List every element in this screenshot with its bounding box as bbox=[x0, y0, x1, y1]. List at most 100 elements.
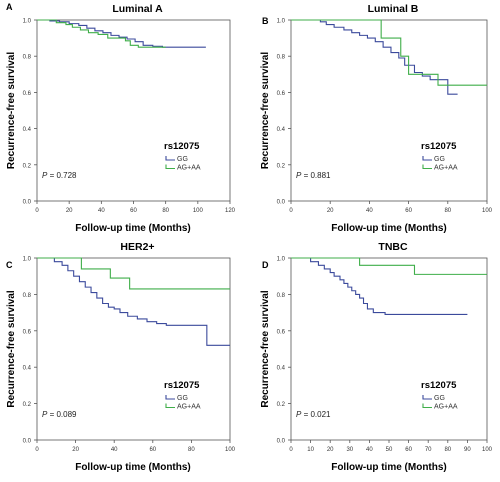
plot-frame bbox=[36, 257, 231, 441]
y-tick-label: 0.2 bbox=[277, 163, 286, 169]
x-tick-label: 80 bbox=[444, 447, 451, 453]
legend-label: AG+AA bbox=[177, 165, 201, 172]
panel-label: C bbox=[6, 260, 13, 270]
x-tick-label: 60 bbox=[405, 208, 412, 214]
x-tick-label: 80 bbox=[444, 208, 451, 214]
x-tick-label: 100 bbox=[225, 447, 236, 453]
y-tick-label: 0.8 bbox=[23, 293, 32, 299]
chart-title: TNBC bbox=[378, 241, 408, 253]
x-tick-label: 20 bbox=[327, 447, 334, 453]
panel-label: B bbox=[262, 16, 269, 26]
legend-swatch bbox=[422, 164, 432, 170]
panel-label: A bbox=[6, 2, 13, 12]
y-tick-label: 0.8 bbox=[23, 55, 32, 61]
y-tick-label: 0.4 bbox=[277, 127, 286, 133]
y-tick-label: 0.8 bbox=[277, 293, 286, 299]
p-value: = 0.881 bbox=[301, 171, 331, 180]
x-tick-label: 10 bbox=[307, 447, 314, 453]
p-value-annotation: P = 0.021 bbox=[296, 410, 331, 419]
legend-title: rs12075 bbox=[164, 141, 200, 152]
x-tick-label: 120 bbox=[225, 208, 236, 214]
y-tick-label: 0.2 bbox=[23, 402, 32, 408]
y-tick-label: 0.6 bbox=[277, 329, 286, 335]
x-tick-label: 60 bbox=[405, 447, 412, 453]
y-tick-label: 0.0 bbox=[277, 200, 286, 206]
legend-label: GG bbox=[177, 395, 188, 402]
y-axis-label: Recurrence-free survival bbox=[6, 52, 17, 170]
y-axis-label: Recurrence-free survival bbox=[6, 290, 17, 408]
p-symbol: P bbox=[296, 410, 302, 419]
x-tick-label: 80 bbox=[188, 447, 195, 453]
x-axis-label: Follow-up time (Months) bbox=[75, 223, 191, 234]
x-tick-label: 50 bbox=[386, 447, 393, 453]
y-tick-label: 0.2 bbox=[277, 402, 286, 408]
p-value: = 0.021 bbox=[301, 410, 331, 419]
y-tick-label: 0.0 bbox=[23, 439, 32, 445]
y-tick-label: 1.0 bbox=[277, 19, 286, 25]
legend-label: AG+AA bbox=[434, 165, 458, 172]
x-tick-label: 100 bbox=[482, 208, 493, 214]
x-tick-label: 0 bbox=[35, 208, 39, 214]
x-tick-label: 0 bbox=[289, 447, 293, 453]
chart-panel-b: B Luminal B 0.0 0.2 0.4 0.6 0.8 1.0 0 20 40 60 80 100… bbox=[260, 3, 493, 234]
y-tick-label: 1.0 bbox=[23, 19, 32, 25]
x-tick-label: 30 bbox=[346, 447, 353, 453]
legend-swatch bbox=[165, 395, 175, 400]
legend-label: GG bbox=[434, 156, 445, 163]
p-symbol: P bbox=[42, 410, 48, 419]
x-tick-label: 40 bbox=[366, 208, 373, 214]
legend-label: GG bbox=[434, 395, 445, 402]
legend-title: rs12075 bbox=[421, 141, 457, 152]
x-tick-label: 60 bbox=[149, 447, 156, 453]
y-tick-label: 0.8 bbox=[277, 55, 286, 61]
legend-title: rs12075 bbox=[421, 380, 457, 391]
x-tick-label: 90 bbox=[464, 447, 471, 453]
x-axis-label: Follow-up time (Months) bbox=[331, 462, 447, 473]
x-tick-label: 40 bbox=[98, 208, 105, 214]
y-tick-label: 0.4 bbox=[277, 366, 286, 372]
chart-panel-a: A Luminal A 0.0 0.2 0.4 0.6 0.8 1.0 0 20 40 60 80 100… bbox=[6, 2, 236, 234]
legend-swatch bbox=[165, 164, 175, 170]
x-axis-label: Follow-up time (Months) bbox=[75, 462, 191, 473]
survival-curve-gg bbox=[291, 257, 468, 315]
x-tick-label: 80 bbox=[162, 208, 169, 214]
y-tick-label: 0.6 bbox=[277, 91, 286, 97]
x-tick-label: 0 bbox=[35, 447, 39, 453]
legend-label: AG+AA bbox=[177, 404, 201, 411]
survival-curve-gg bbox=[37, 257, 230, 346]
y-tick-label: 0.6 bbox=[23, 329, 32, 335]
legend-title: rs12075 bbox=[164, 380, 200, 391]
y-tick-label: 0.0 bbox=[23, 200, 32, 206]
legend-label: GG bbox=[177, 156, 188, 163]
y-tick-label: 0.2 bbox=[23, 163, 32, 169]
survival-curve-ag-aa bbox=[291, 257, 487, 275]
survival-curve-gg bbox=[37, 19, 206, 48]
y-tick-label: 0.6 bbox=[23, 91, 32, 97]
p-value-annotation: P = 0.728 bbox=[42, 171, 77, 180]
y-tick-label: 1.0 bbox=[277, 257, 286, 263]
chart-panel-c: C HER2+ 0.0 0.2 0.4 0.6 0.8 1.0 0 20 40 60 80 100 Foll… bbox=[6, 241, 236, 473]
p-symbol: P bbox=[42, 171, 48, 180]
legend-label: AG+AA bbox=[434, 404, 458, 411]
survival-curve-ag-aa bbox=[37, 19, 166, 48]
p-value: = 0.728 bbox=[47, 171, 77, 180]
chart-title: Luminal A bbox=[112, 3, 163, 15]
x-tick-label: 100 bbox=[193, 208, 204, 214]
chart-panel-d: D TNBC 0.0 0.2 0.4 0.6 0.8 1.0 0 10 20 30 40 50 60 70 80… bbox=[260, 241, 493, 473]
x-tick-label: 20 bbox=[327, 208, 334, 214]
legend-swatch bbox=[422, 156, 432, 161]
legend-swatch bbox=[422, 403, 432, 409]
p-value-annotation: P = 0.089 bbox=[42, 410, 77, 419]
y-tick-label: 0.4 bbox=[23, 366, 32, 372]
survival-curve-gg bbox=[291, 19, 458, 95]
p-value-annotation: P = 0.881 bbox=[296, 171, 331, 180]
x-tick-label: 60 bbox=[130, 208, 137, 214]
p-value: = 0.089 bbox=[47, 410, 77, 419]
y-tick-label: 1.0 bbox=[23, 257, 32, 263]
x-tick-label: 40 bbox=[366, 447, 373, 453]
survival-curve-ag-aa bbox=[37, 257, 230, 290]
y-tick-label: 0.4 bbox=[23, 127, 32, 133]
x-tick-label: 20 bbox=[66, 208, 73, 214]
legend-swatch bbox=[165, 403, 175, 409]
